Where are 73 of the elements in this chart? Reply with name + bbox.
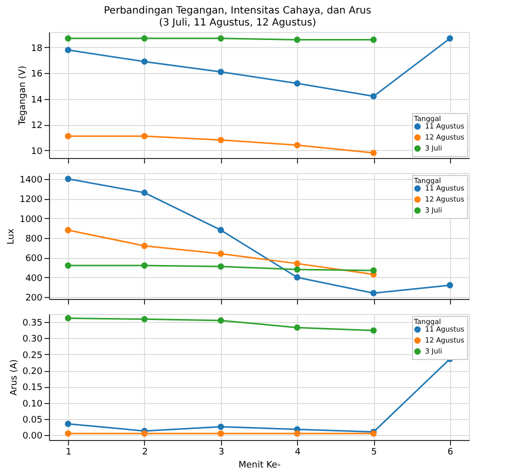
y-tick-label: 0.35 [22, 318, 42, 329]
y-tick-label: 10 [31, 146, 43, 157]
x-tick-label: 2 [142, 448, 148, 458]
point [218, 68, 224, 76]
point [218, 35, 224, 42]
point [64, 35, 72, 42]
y-tick-label: 0.20 [22, 367, 43, 378]
y-tick-label: 0.05 [22, 416, 42, 426]
point [218, 430, 224, 437]
point [141, 242, 148, 249]
chart-title: Perbandingan Tegangan, Intensitas Cahaya, dan Arus (3 Juli, 11 Agustus, 12 Agustus) [104, 6, 372, 28]
point [370, 267, 377, 274]
y-tick-label: 1200 [20, 195, 43, 206]
x-tick-label: 1 [66, 448, 72, 458]
y-axis-title: Lux [6, 228, 17, 244]
point [64, 132, 72, 140]
x-tick-label: 4 [294, 448, 301, 458]
point [141, 316, 148, 322]
point [370, 36, 377, 43]
point [294, 142, 300, 148]
point [218, 136, 224, 144]
y-tick-label: 16 [31, 70, 43, 80]
point [64, 315, 72, 322]
point [294, 274, 300, 280]
point [294, 324, 300, 331]
x-axis-title: Menit Ke- [238, 460, 281, 470]
y-axis-title: Tegangan (V) [18, 66, 28, 126]
y-tick-label: 600 [25, 254, 43, 264]
point [294, 430, 300, 437]
point [141, 35, 148, 42]
point [218, 263, 224, 270]
point [370, 93, 377, 100]
y-tick-label: 1000 [20, 214, 43, 225]
y-tick-label: 18 [31, 44, 43, 54]
y-tick-label: 400 [25, 274, 43, 284]
point [446, 35, 454, 42]
y-tick-label: 1400 [20, 175, 43, 186]
point [141, 132, 148, 140]
point [294, 80, 300, 87]
y-tick-label: 800 [25, 234, 43, 244]
x-tick-label: 3 [218, 448, 224, 458]
point [64, 226, 72, 234]
point [370, 290, 377, 296]
point [370, 150, 377, 156]
point [141, 262, 148, 269]
y-tick-label: 12 [31, 121, 42, 132]
point [218, 226, 224, 234]
point [294, 260, 300, 267]
y-tick-label: 0.15 [22, 383, 42, 394]
y-tick-label: 0.30 [22, 334, 43, 345]
point [141, 190, 148, 196]
point [64, 176, 72, 182]
x-tick-label: 5 [371, 448, 377, 458]
y-tick-label: 0.10 [22, 399, 43, 410]
y-tick-label: 14 [31, 95, 43, 106]
y-tick-label: 200 [25, 294, 43, 304]
point [218, 424, 224, 430]
point [64, 420, 72, 427]
point [370, 327, 377, 334]
y-tick-label: 0.00 [22, 432, 43, 442]
point [141, 58, 148, 65]
point [218, 317, 224, 324]
point [64, 430, 72, 437]
point [218, 250, 224, 257]
point [446, 282, 454, 288]
point [294, 266, 300, 273]
y-axis-title: Arus (A) [9, 359, 20, 396]
point [141, 430, 148, 437]
point [64, 262, 72, 269]
point [294, 36, 300, 43]
x-tick-label: 6 [448, 448, 454, 458]
y-tick-label: 0.25 [22, 350, 42, 361]
point [64, 46, 72, 54]
